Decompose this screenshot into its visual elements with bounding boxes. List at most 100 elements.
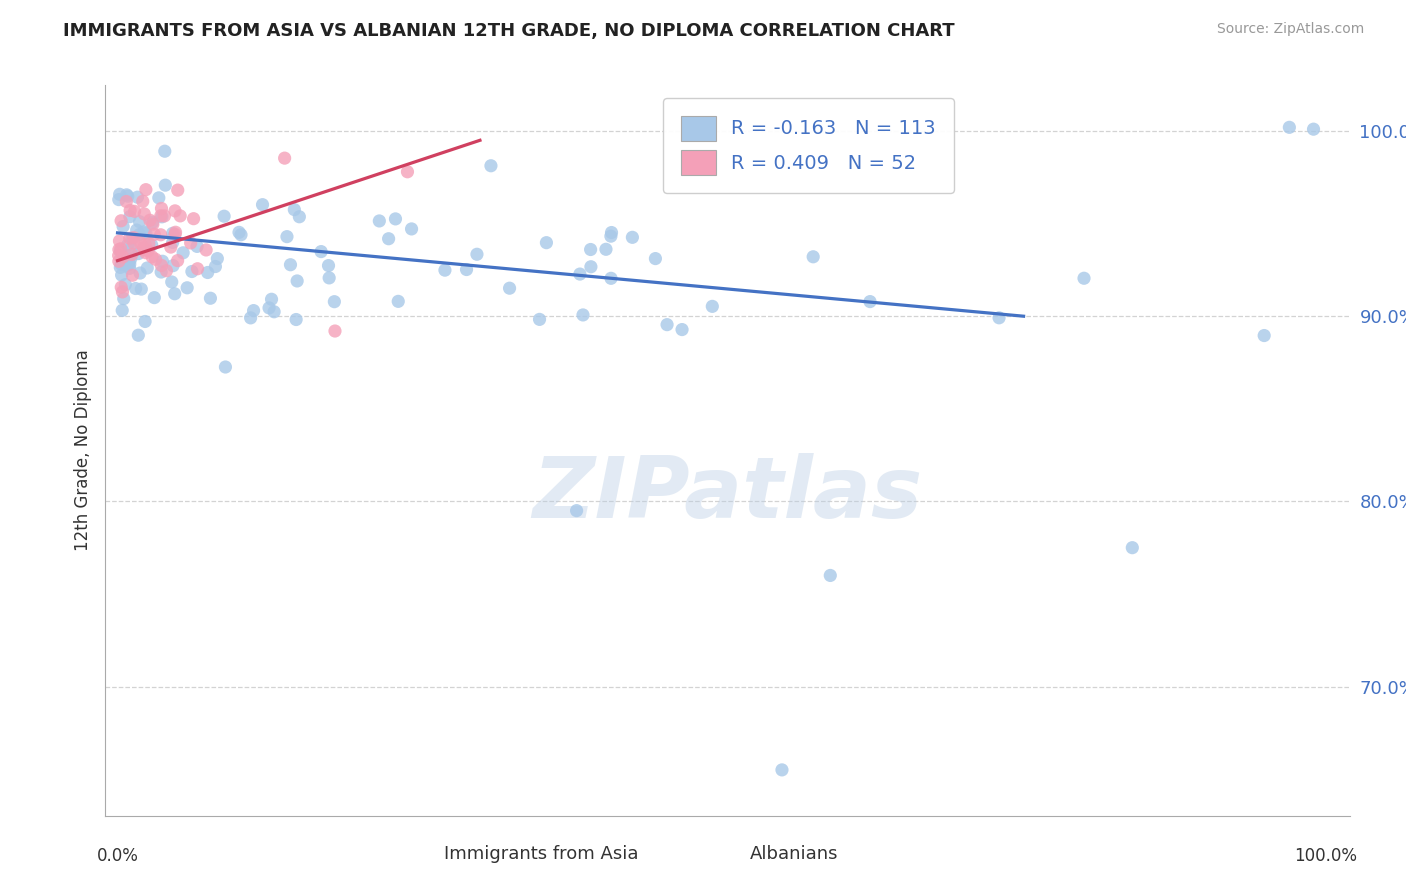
Point <box>120 203 142 218</box>
Point <box>377 232 399 246</box>
Point <box>169 209 191 223</box>
Text: 0.0%: 0.0% <box>97 847 138 864</box>
Point <box>387 294 409 309</box>
Point <box>150 259 173 273</box>
Point <box>122 236 145 251</box>
Point <box>163 286 186 301</box>
Point <box>1073 271 1095 285</box>
Point <box>671 322 693 336</box>
Point <box>498 281 520 295</box>
Point <box>142 215 165 229</box>
Point <box>111 303 134 318</box>
Point <box>118 231 141 245</box>
Point <box>120 252 142 266</box>
Point <box>118 261 141 276</box>
Point <box>107 248 129 262</box>
Point <box>125 223 148 237</box>
Point <box>186 239 208 253</box>
Point <box>239 310 262 325</box>
Point <box>579 243 602 257</box>
Point <box>465 247 488 261</box>
Point <box>163 203 186 218</box>
Text: IMMIGRANTS FROM ASIA VS ALBANIAN 12TH GRADE, NO DIPLOMA CORRELATION CHART: IMMIGRANTS FROM ASIA VS ALBANIAN 12TH GR… <box>63 22 955 40</box>
Point <box>159 240 181 254</box>
Point <box>145 252 167 267</box>
Point <box>285 312 308 326</box>
Point <box>288 210 311 224</box>
Point <box>180 264 202 278</box>
Point <box>165 225 187 239</box>
Point <box>579 260 602 274</box>
Point <box>1121 541 1143 555</box>
Point <box>384 211 406 226</box>
Point <box>115 258 138 272</box>
Point <box>110 257 132 271</box>
Point <box>136 260 159 275</box>
Point <box>318 271 340 285</box>
Point <box>228 225 250 239</box>
Point <box>257 301 280 315</box>
Point <box>456 262 478 277</box>
Text: Source: ZipAtlas.com: Source: ZipAtlas.com <box>1216 22 1364 37</box>
Point <box>162 259 184 273</box>
Point <box>112 219 135 234</box>
Point <box>180 235 202 250</box>
Point <box>118 256 141 270</box>
Point <box>139 213 162 227</box>
Point <box>141 238 163 252</box>
Point <box>132 241 155 255</box>
Point <box>276 229 298 244</box>
Point <box>396 165 419 179</box>
Point <box>572 308 595 322</box>
Point <box>110 260 132 275</box>
Point <box>285 274 308 288</box>
Point <box>153 145 176 159</box>
Point <box>155 178 177 193</box>
Point <box>132 243 155 257</box>
Point <box>150 202 173 216</box>
Point <box>118 257 141 271</box>
Text: 100.0%: 100.0% <box>1294 847 1357 864</box>
Point <box>318 259 340 273</box>
Point <box>600 271 623 285</box>
Point <box>143 227 166 242</box>
Point <box>136 244 159 258</box>
Point <box>988 310 1011 325</box>
Point <box>110 214 132 228</box>
Point <box>134 314 156 328</box>
Point <box>165 227 187 242</box>
Point <box>128 214 150 228</box>
Point <box>117 238 139 252</box>
Point <box>129 282 152 296</box>
Point <box>565 503 588 517</box>
Point <box>183 211 205 226</box>
Point <box>176 281 198 295</box>
Point <box>323 324 346 338</box>
Point <box>118 210 141 224</box>
Point <box>820 568 842 582</box>
Point <box>122 230 145 244</box>
Point <box>135 245 157 260</box>
Point <box>186 261 208 276</box>
Point <box>127 190 149 204</box>
Point <box>127 328 149 343</box>
Legend: R = -0.163   N = 113, R = 0.409   N = 52: R = -0.163 N = 113, R = 0.409 N = 52 <box>664 98 953 193</box>
Point <box>110 244 132 259</box>
Point <box>134 225 156 239</box>
Point <box>252 197 274 211</box>
Point <box>1253 328 1275 343</box>
Point <box>600 226 623 240</box>
Point <box>368 214 391 228</box>
Point <box>108 187 131 202</box>
Point <box>121 231 143 245</box>
Point <box>129 235 152 250</box>
Point <box>124 281 146 295</box>
Point <box>214 359 236 374</box>
Point <box>138 236 160 251</box>
Text: Albanians: Albanians <box>751 846 838 863</box>
Point <box>121 268 143 283</box>
Point <box>273 151 295 165</box>
Point <box>135 226 157 240</box>
Point <box>433 263 456 277</box>
Point <box>323 294 346 309</box>
